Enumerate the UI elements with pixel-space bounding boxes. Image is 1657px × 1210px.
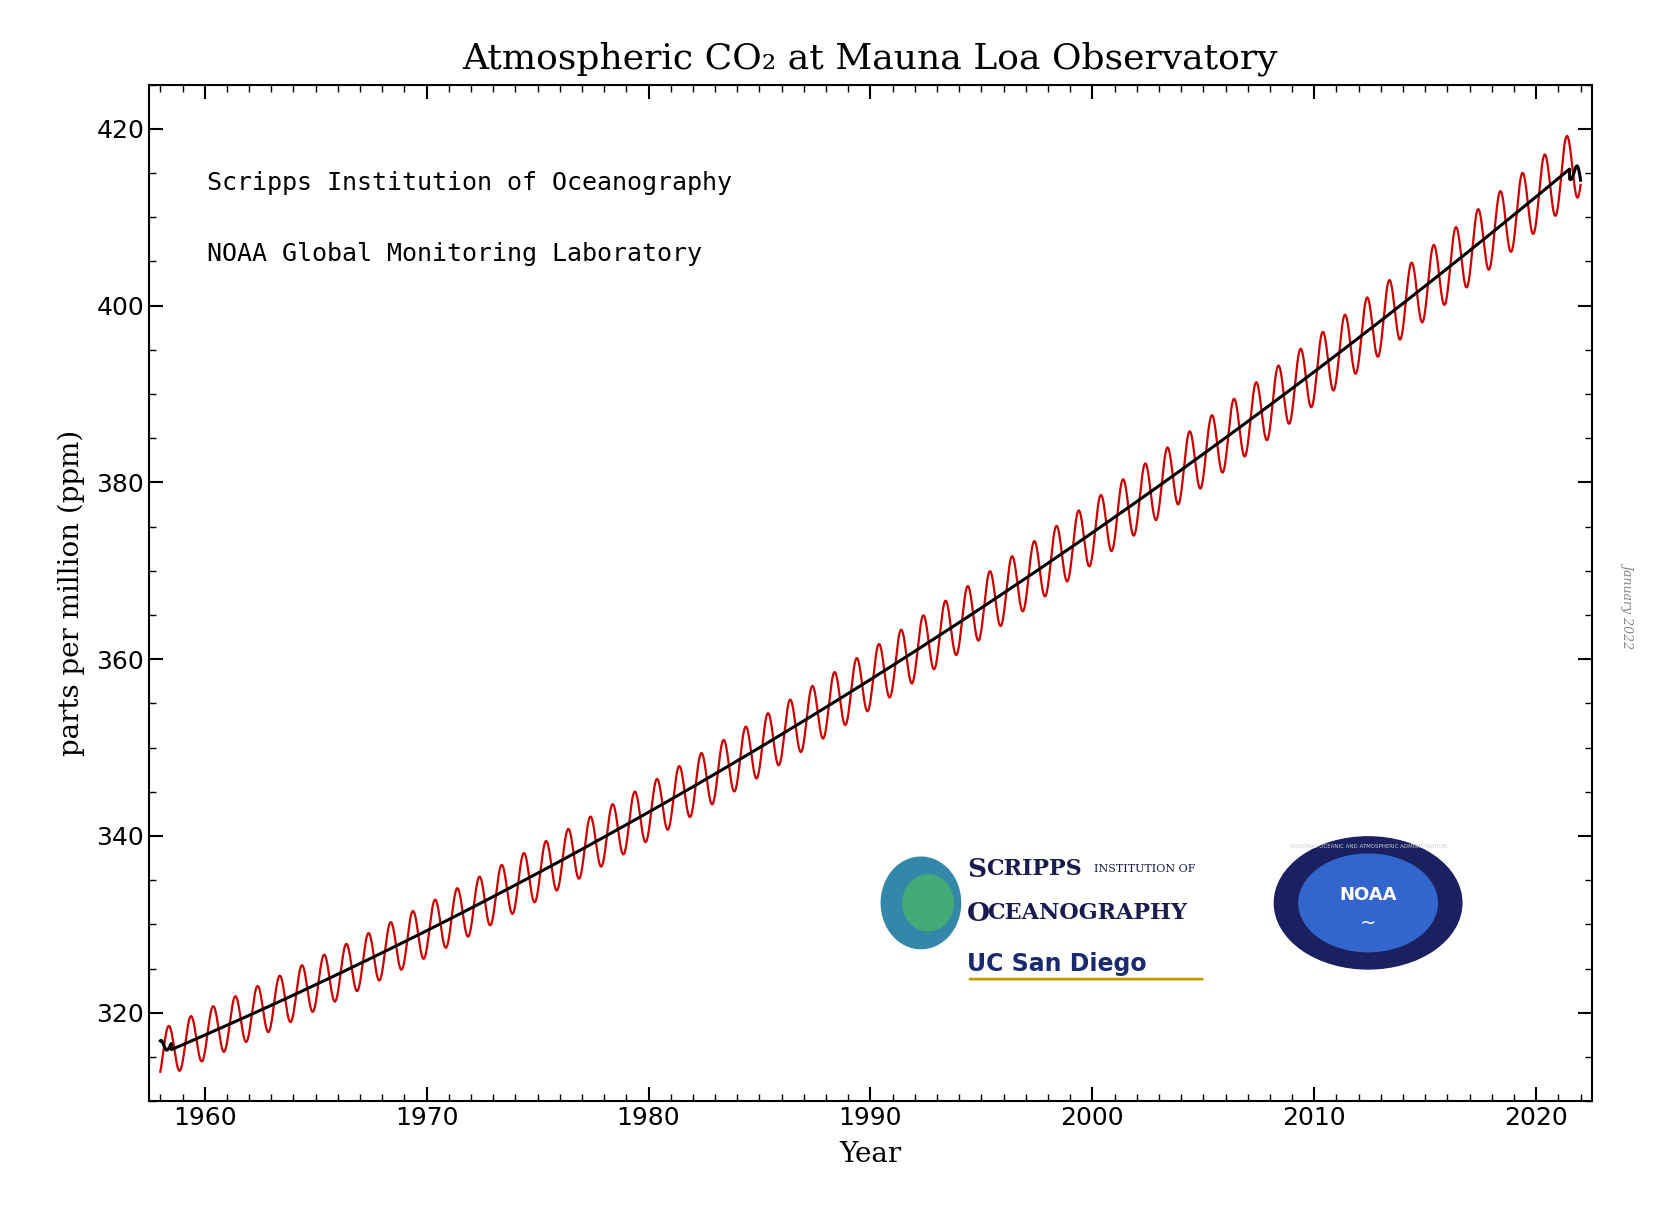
Circle shape xyxy=(1297,854,1437,952)
Text: January 2022: January 2022 xyxy=(1621,563,1634,647)
Text: NOAA: NOAA xyxy=(1339,886,1395,904)
Title: Atmospheric CO₂ at Mauna Loa Observatory: Atmospheric CO₂ at Mauna Loa Observatory xyxy=(462,41,1278,75)
Text: UC San Diego: UC San Diego xyxy=(966,952,1147,976)
Text: ~: ~ xyxy=(1359,914,1375,933)
Y-axis label: parts per million (ppm): parts per million (ppm) xyxy=(58,430,85,756)
Text: O: O xyxy=(966,900,989,926)
X-axis label: Year: Year xyxy=(838,1141,901,1168)
Text: NOAA Global Monitoring Laboratory: NOAA Global Monitoring Laboratory xyxy=(207,242,701,266)
Text: NATIONAL OCEANIC AND ATMOSPHERIC ADMINISTRATION: NATIONAL OCEANIC AND ATMOSPHERIC ADMINIS… xyxy=(1289,845,1445,849)
Ellipse shape xyxy=(903,875,953,930)
Ellipse shape xyxy=(882,857,959,949)
Text: Scripps Institution of Oceanography: Scripps Institution of Oceanography xyxy=(207,171,731,195)
Text: CRIPPS: CRIPPS xyxy=(986,858,1080,881)
Text: S: S xyxy=(966,857,986,882)
Circle shape xyxy=(1274,837,1461,969)
Text: CEANOGRAPHY: CEANOGRAPHY xyxy=(986,903,1186,924)
Text: INSTITUTION OF: INSTITUTION OF xyxy=(1094,864,1195,875)
